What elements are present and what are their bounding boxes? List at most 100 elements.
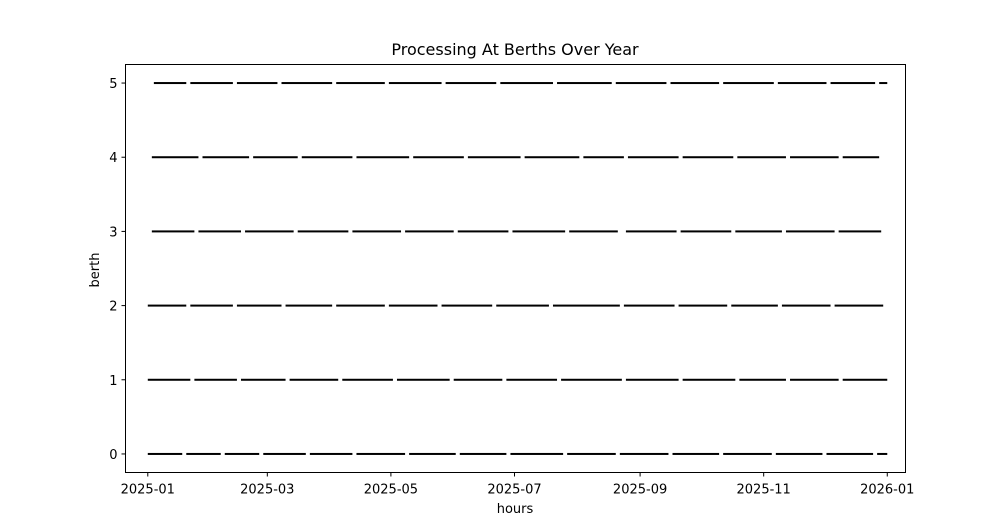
berth-3-interval-10 xyxy=(680,230,732,233)
berth-2-interval-5 xyxy=(388,304,438,307)
berth-5-interval-9 xyxy=(615,82,667,85)
berth-3-interval-12 xyxy=(785,230,835,233)
berth-2-interval-2 xyxy=(236,304,282,307)
berth-0-interval-15 xyxy=(877,452,888,455)
berth-1-interval-12 xyxy=(790,378,839,381)
berth-1-interval-9 xyxy=(625,378,679,381)
berth-4-interval-13 xyxy=(842,156,880,159)
berth-3-interval-8 xyxy=(569,230,618,233)
berth-3-interval-2 xyxy=(245,230,294,233)
berth-4-interval-10 xyxy=(682,156,734,159)
berth-3-interval-11 xyxy=(735,230,782,233)
berth-5-interval-12 xyxy=(777,82,827,85)
berth-0-interval-11 xyxy=(672,452,720,455)
y-tick-label-5: 5 xyxy=(109,77,117,92)
berth-2-interval-6 xyxy=(441,304,493,307)
interval-bars xyxy=(147,82,888,455)
berth-5-interval-8 xyxy=(557,82,612,85)
berth-4-interval-11 xyxy=(737,156,786,159)
berth-1-interval-1 xyxy=(194,378,237,381)
berth-5-interval-7 xyxy=(500,82,553,85)
plot-frame xyxy=(125,64,906,473)
berth-1-interval-10 xyxy=(682,378,736,381)
berth-0-interval-10 xyxy=(619,452,669,455)
berth-4-interval-4 xyxy=(356,156,410,159)
berth-0-interval-14 xyxy=(826,452,874,455)
x-axis-ticks: 2025-01 2025-03 2025-05 2025-07 2025-09 2025-… xyxy=(121,472,914,498)
berth-2-interval-7 xyxy=(496,304,549,307)
y-axis-ticks: 0 1 2 3 4 5 xyxy=(109,77,126,463)
berth-4-interval-9 xyxy=(627,156,679,159)
berth-4-interval-3 xyxy=(301,156,353,159)
berth-1-interval-2 xyxy=(240,378,286,381)
berth-4-interval-12 xyxy=(790,156,839,159)
berth-3-interval-7 xyxy=(512,230,566,233)
berth-1-interval-7 xyxy=(506,378,558,381)
berth-2-interval-3 xyxy=(285,304,333,307)
berth-2-interval-10 xyxy=(678,304,728,307)
berth-0-interval-4 xyxy=(309,452,353,455)
berth-0-interval-2 xyxy=(224,452,260,455)
berth-1-interval-8 xyxy=(561,378,622,381)
berth-4-interval-0 xyxy=(151,156,199,159)
berth-5-interval-14 xyxy=(879,82,888,85)
berth-3-interval-5 xyxy=(405,230,454,233)
berth-3-interval-0 xyxy=(151,230,195,233)
x-tick-label-0: 2025-01 xyxy=(121,483,175,498)
berth-3-interval-3 xyxy=(297,230,349,233)
berth-5-interval-13 xyxy=(830,82,876,85)
y-tick-label-0: 0 xyxy=(109,448,117,463)
berth-5-interval-5 xyxy=(388,82,442,85)
berth-5-interval-11 xyxy=(723,82,774,85)
berth-0-interval-8 xyxy=(510,452,564,455)
x-tick-label-3: 2025-07 xyxy=(487,483,541,498)
y-tick-label-4: 4 xyxy=(109,151,117,166)
berth-2-interval-8 xyxy=(552,304,620,307)
y-tick-label-3: 3 xyxy=(109,225,117,240)
y-axis-label: berth xyxy=(88,253,103,288)
berth-3-interval-4 xyxy=(352,230,402,233)
berth-1-interval-3 xyxy=(289,378,339,381)
x-axis-label: hours xyxy=(497,502,534,517)
berth-0-interval-12 xyxy=(723,452,772,455)
berth-1-interval-5 xyxy=(396,378,450,381)
berth-1-interval-4 xyxy=(342,378,393,381)
berth-2-interval-1 xyxy=(190,304,233,307)
berth-5-interval-2 xyxy=(236,82,278,85)
y-tick-label-2: 2 xyxy=(109,300,117,315)
berth-2-interval-0 xyxy=(147,304,187,307)
berth-5-interval-0 xyxy=(153,82,187,85)
y-tick-label-1: 1 xyxy=(109,374,117,389)
berth-3-interval-6 xyxy=(457,230,509,233)
berth-2-interval-4 xyxy=(336,304,385,307)
x-tick-label-1: 2025-03 xyxy=(240,483,294,498)
x-tick-label-4: 2025-09 xyxy=(613,483,667,498)
berth-0-interval-1 xyxy=(186,452,221,455)
berth-5-interval-6 xyxy=(445,82,497,85)
berth-4-interval-8 xyxy=(583,156,624,159)
berth-0-interval-9 xyxy=(567,452,616,455)
berth-5-interval-1 xyxy=(190,82,233,85)
x-tick-label-2: 2025-05 xyxy=(364,483,418,498)
berth-4-interval-5 xyxy=(413,156,464,159)
berth-0-interval-6 xyxy=(409,452,456,455)
berth-3-interval-1 xyxy=(198,230,241,233)
chart-title: Processing At Berths Over Year xyxy=(391,40,639,59)
berth-2-interval-11 xyxy=(731,304,778,307)
berth-3-interval-13 xyxy=(838,230,882,233)
berth-2-interval-9 xyxy=(623,304,675,307)
berth-3-interval-9 xyxy=(625,230,677,233)
berth-2-interval-13 xyxy=(834,304,884,307)
berth-1-interval-6 xyxy=(453,378,503,381)
berth-2-interval-12 xyxy=(781,304,831,307)
berth-1-interval-11 xyxy=(739,378,786,381)
berth-5-interval-3 xyxy=(281,82,333,85)
berth-4-interval-2 xyxy=(253,156,298,159)
berth-0-interval-0 xyxy=(147,452,183,455)
berth-0-interval-13 xyxy=(775,452,823,455)
x-tick-label-6: 2026-01 xyxy=(860,483,914,498)
berth-1-interval-0 xyxy=(147,378,191,381)
berth-4-interval-1 xyxy=(202,156,250,159)
